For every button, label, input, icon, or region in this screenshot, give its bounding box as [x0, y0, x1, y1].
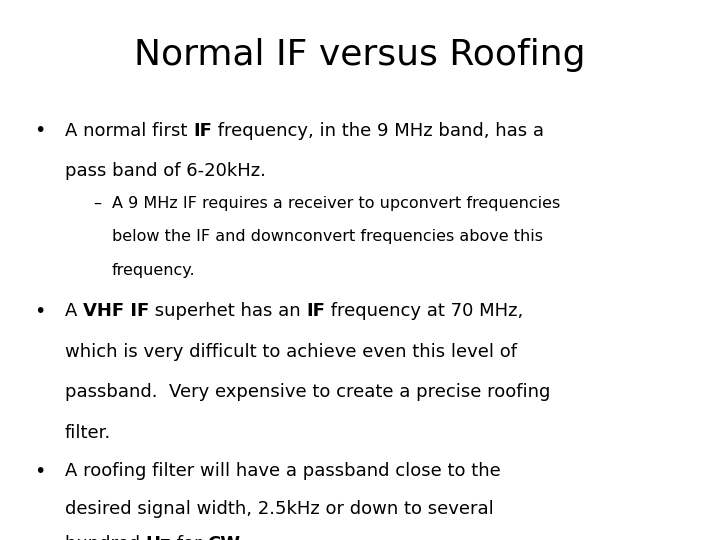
Text: A roofing filter will have a passband close to the: A roofing filter will have a passband cl…	[65, 462, 500, 480]
Text: frequency at 70 MHz,: frequency at 70 MHz,	[325, 302, 523, 320]
Text: •: •	[34, 302, 45, 321]
Text: A 9 MHz IF requires a receiver to upconvert frequencies: A 9 MHz IF requires a receiver to upconv…	[112, 196, 560, 211]
Text: filter.: filter.	[65, 424, 111, 442]
Text: VHF IF: VHF IF	[83, 302, 149, 320]
Text: hundred: hundred	[65, 535, 145, 540]
Text: .: .	[240, 535, 246, 540]
Text: CW: CW	[207, 535, 240, 540]
Text: •: •	[34, 462, 45, 481]
Text: •: •	[34, 122, 45, 140]
Text: A normal first: A normal first	[65, 122, 193, 139]
Text: which is very difficult to achieve even this level of: which is very difficult to achieve even …	[65, 343, 517, 361]
Text: passband.  Very expensive to create a precise roofing: passband. Very expensive to create a pre…	[65, 383, 550, 401]
Text: –: –	[94, 196, 102, 211]
Text: IF: IF	[193, 122, 212, 139]
Text: frequency.: frequency.	[112, 263, 195, 278]
Text: frequency, in the 9 MHz band, has a: frequency, in the 9 MHz band, has a	[212, 122, 544, 139]
Text: superhet has an: superhet has an	[149, 302, 307, 320]
Text: pass band of 6-20kHz.: pass band of 6-20kHz.	[65, 162, 266, 180]
Text: below the IF and downconvert frequencies above this: below the IF and downconvert frequencies…	[112, 230, 543, 245]
Text: desired signal width, 2.5kHz or down to several: desired signal width, 2.5kHz or down to …	[65, 500, 493, 517]
Text: IF: IF	[307, 302, 325, 320]
Text: A: A	[65, 302, 83, 320]
Text: for: for	[171, 535, 207, 540]
Text: Normal IF versus Roofing: Normal IF versus Roofing	[134, 38, 586, 72]
Text: Hz: Hz	[145, 535, 171, 540]
